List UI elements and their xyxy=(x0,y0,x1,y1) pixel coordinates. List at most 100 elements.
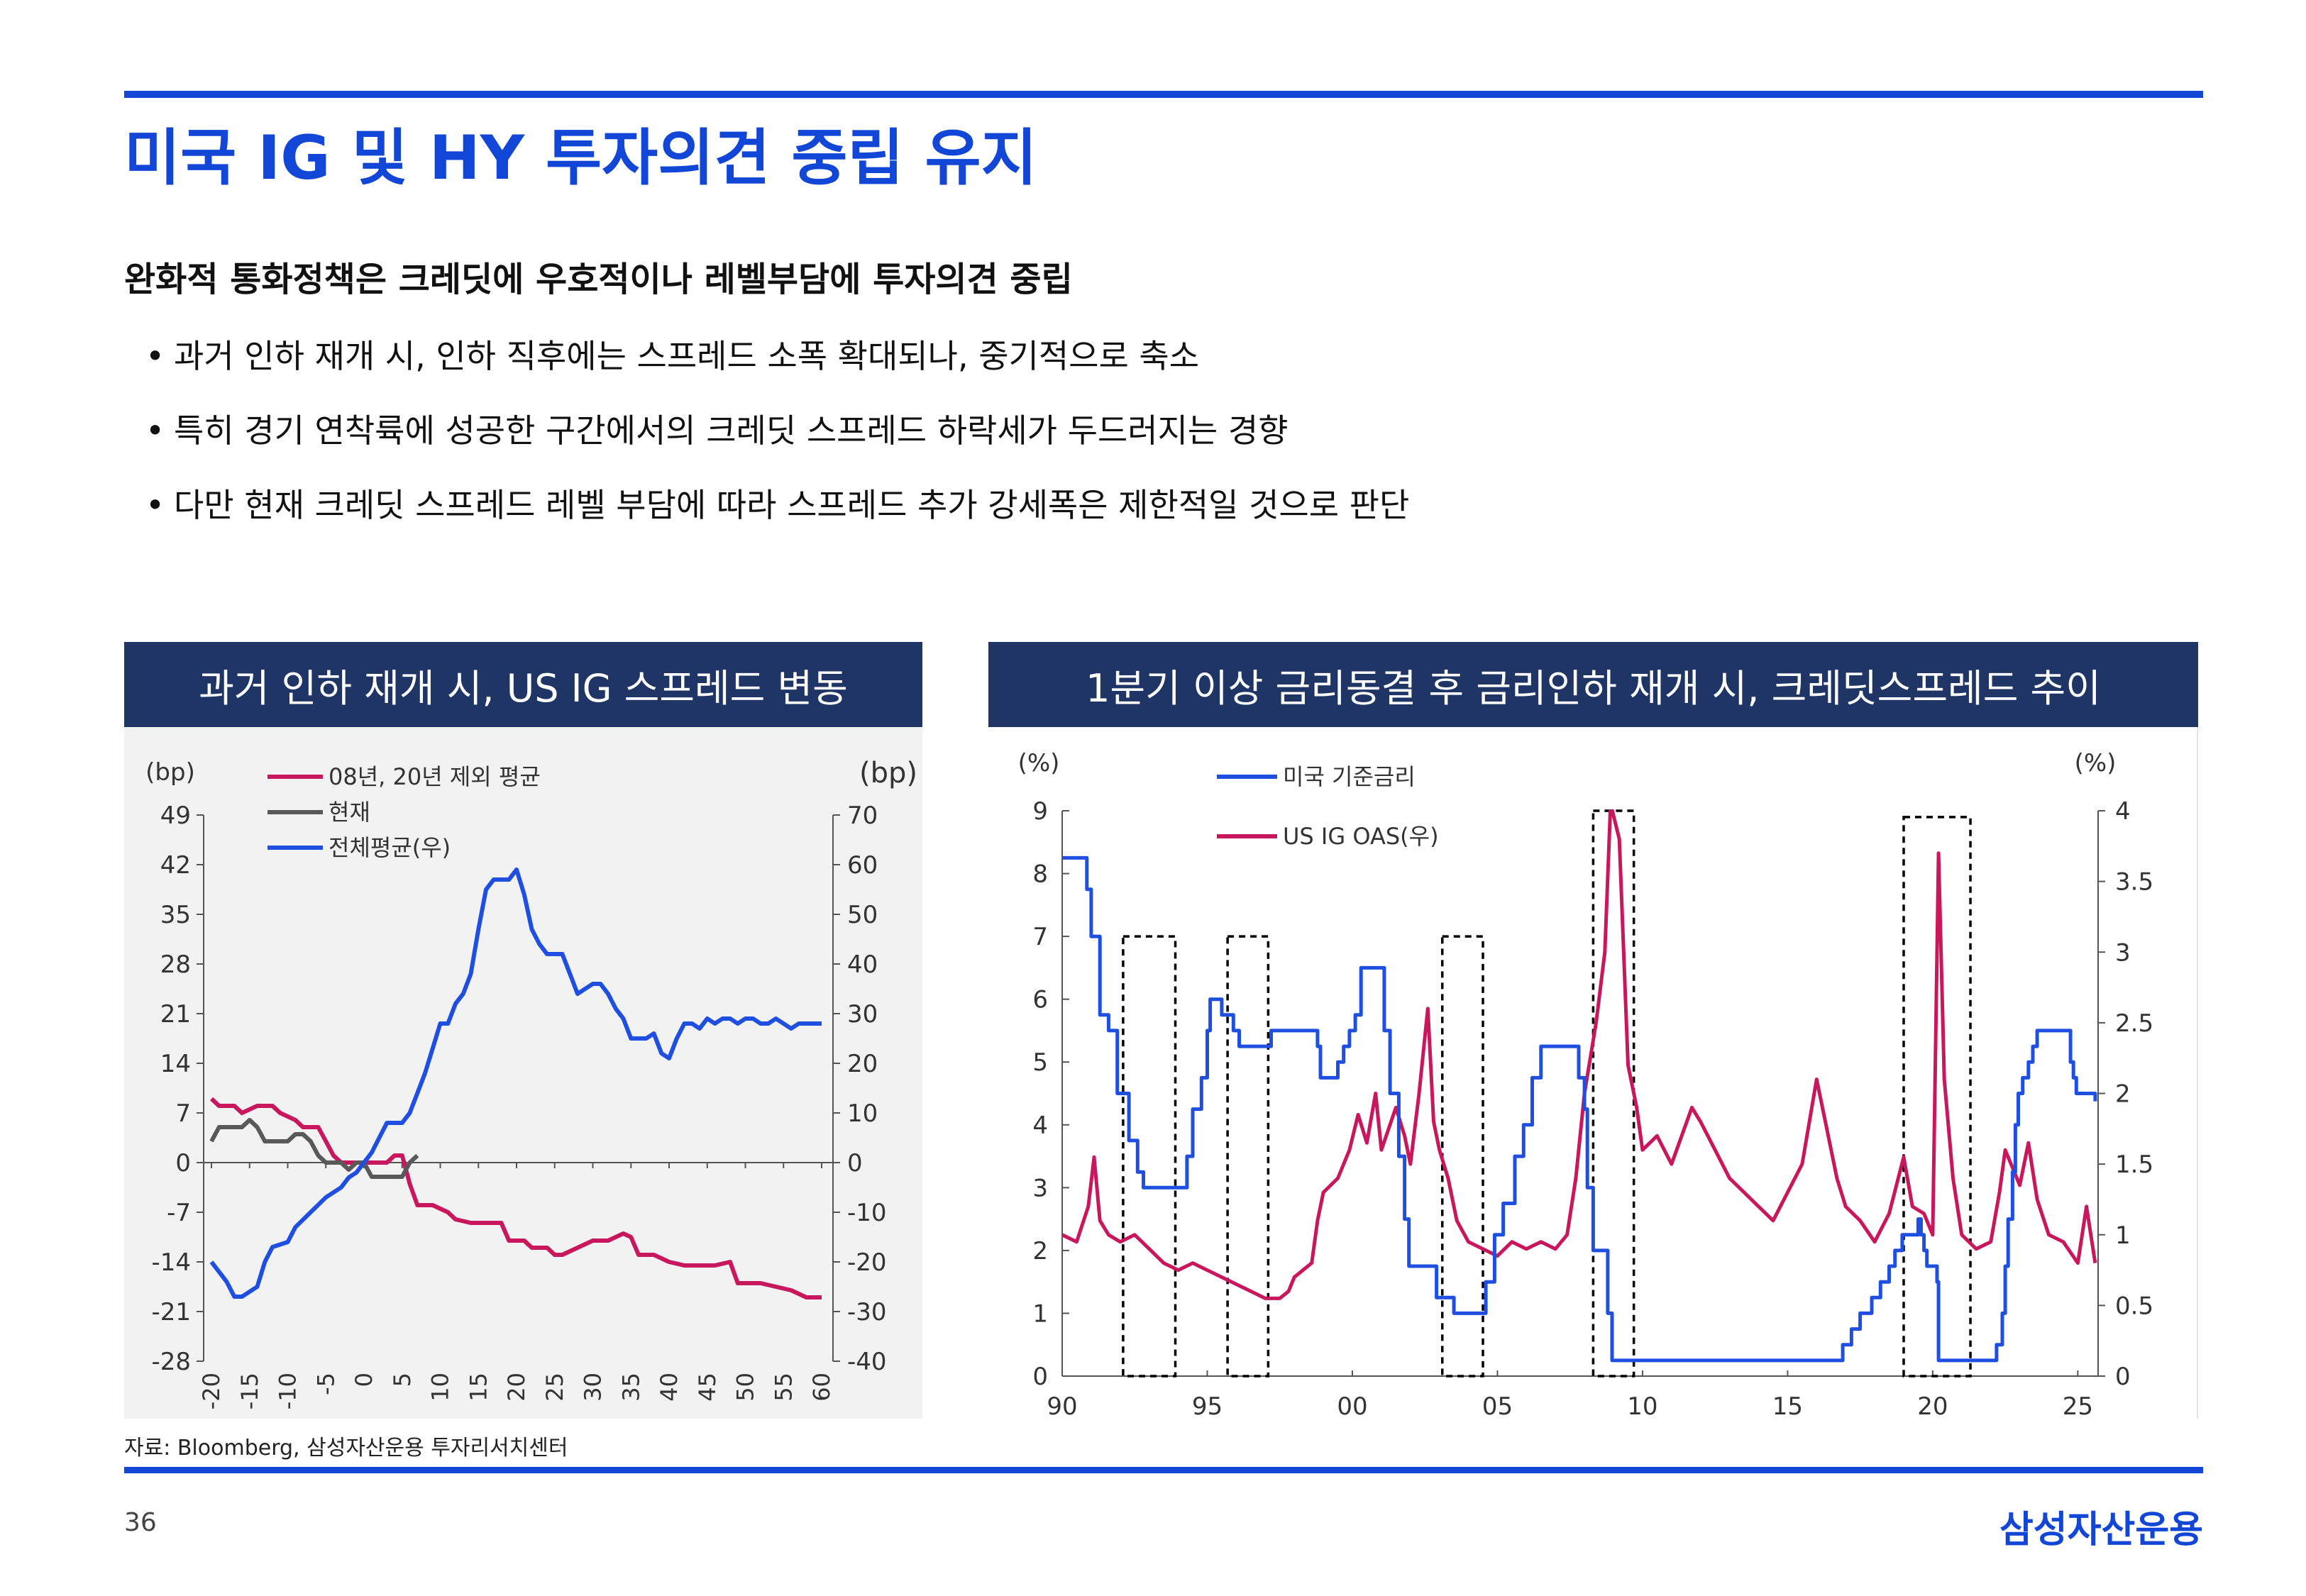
left-tick-label: 42 xyxy=(160,851,191,880)
left-chart-panel: 49 42 35 28 21 14 7 0 -7 -14 -21 -28 70 60 50 40 30 20 10 0… xyxy=(124,727,922,1419)
right-chart-title: 1분기 이상 금리동결 후 금리인하 재개 시, 크레딧스프레드 추이 xyxy=(988,642,2198,727)
right-tick-label: 3.5 xyxy=(2115,868,2153,897)
bullet-list: • 과거 인하 재개 시, 인하 직후에는 스프레드 소폭 확대되나, 중기적으로… xyxy=(145,333,1409,557)
x-tick-label: 95 xyxy=(1192,1392,1223,1419)
x-tick-label: 30 xyxy=(580,1373,607,1402)
highlight-box xyxy=(1902,816,1972,1378)
left-tick-label: -14 xyxy=(151,1248,191,1277)
x-tick-label: 0 xyxy=(351,1373,377,1387)
page-title: 미국 IG 및 HY 투자의견 중립 유지 xyxy=(124,123,1037,194)
bullet-symbol: • xyxy=(145,486,165,524)
right-axis-unit: (bp) xyxy=(859,757,917,789)
x-tick-label: 40 xyxy=(656,1373,683,1402)
left-tick-label: 0 xyxy=(175,1149,191,1177)
x-tick-label: 45 xyxy=(694,1373,721,1402)
left-tick-label: 1 xyxy=(1032,1299,1048,1328)
left-tick-label: 8 xyxy=(1032,860,1048,889)
right-tick-label: -10 xyxy=(847,1199,887,1227)
series-line xyxy=(1062,809,2097,1300)
highlight-box xyxy=(1122,935,1177,1378)
bullet-text: 다만 현재 크레딧 스프레드 레벨 부담에 따라 스프레드 추가 강세폭은 제한… xyxy=(174,486,1410,524)
left-tick-label: 2 xyxy=(1032,1237,1048,1265)
bullet-symbol: • xyxy=(145,337,165,375)
highlight-box xyxy=(1226,935,1270,1378)
x-tick-label: 55 xyxy=(770,1373,797,1402)
right-tick-label: 1.5 xyxy=(2115,1151,2153,1179)
x-tick-label: 35 xyxy=(617,1373,644,1402)
left-tick-label: 21 xyxy=(160,1000,191,1029)
series-line xyxy=(1062,855,2097,1363)
right-tick-label: 50 xyxy=(847,901,878,929)
x-tick-label: -20 xyxy=(198,1373,225,1409)
left-tick-label: -21 xyxy=(151,1298,191,1326)
left-tick-label: 5 xyxy=(1032,1048,1048,1077)
right-tick-label: 2.5 xyxy=(2115,1009,2153,1038)
right-tick-label: 10 xyxy=(847,1099,878,1128)
series-group xyxy=(1062,809,2097,1363)
left-tick-label: 7 xyxy=(1032,923,1048,951)
legend-label: 전체평균(우) xyxy=(329,834,451,861)
x-tick-label: 25 xyxy=(541,1373,568,1402)
top-rule xyxy=(124,91,2203,98)
x-tick-label: -15 xyxy=(236,1373,263,1409)
x-tick-label: 50 xyxy=(732,1373,759,1402)
left-tick-label: -7 xyxy=(167,1199,191,1227)
x-tick-label: 05 xyxy=(1482,1392,1513,1419)
legend-label: 현재 xyxy=(329,799,370,826)
x-tick-label: 5 xyxy=(389,1373,416,1387)
bullet-symbol: • xyxy=(145,411,165,450)
x-tick-label: 25 xyxy=(2063,1392,2093,1419)
left-tick-label: 9 xyxy=(1032,797,1048,826)
x-tick-label: 10 xyxy=(427,1373,454,1402)
source-note: 자료: Bloomberg, 삼성자산운용 투자리서치센터 xyxy=(124,1436,568,1461)
right-tick-label: 70 xyxy=(847,802,878,830)
bullet-item: • 특히 경기 연착륙에 성공한 구간에서의 크레딧 스프레드 하락세가 두드러지… xyxy=(145,408,1409,482)
right-tick-label: 1 xyxy=(2115,1221,2131,1250)
left-tick-label: 28 xyxy=(160,951,191,979)
page-number: 36 xyxy=(124,1508,157,1537)
left-tick-label: 0 xyxy=(1032,1363,1048,1391)
bullet-text: 과거 인하 재개 시, 인하 직후에는 스프레드 소폭 확대되나, 중기적으로 … xyxy=(174,337,1200,375)
left-tick-label: 7 xyxy=(175,1099,191,1128)
series-line xyxy=(209,1097,822,1299)
x-tick-label: 15 xyxy=(1772,1392,1803,1419)
highlight-box xyxy=(1440,935,1484,1378)
highlight-box xyxy=(1591,809,1635,1378)
right-tick-label: 2 xyxy=(2115,1080,2131,1109)
bullet-text: 특히 경기 연착륙에 성공한 구간에서의 크레딧 스프레드 하락세가 두드러지는… xyxy=(174,411,1289,450)
x-tick-label: -10 xyxy=(275,1373,302,1409)
left-axis-unit: (bp) xyxy=(145,758,195,787)
right-tick-label: -40 xyxy=(847,1348,887,1376)
bottom-rule xyxy=(124,1467,2203,1473)
bullet-item: • 다만 현재 크레딧 스프레드 레벨 부담에 따라 스프레드 추가 강세폭은 제… xyxy=(145,482,1409,557)
x-tick-label: 15 xyxy=(465,1373,492,1402)
right-tick-label: 30 xyxy=(847,1000,878,1029)
right-tick-label: 0 xyxy=(847,1149,863,1177)
x-tick-label: 20 xyxy=(503,1373,530,1402)
left-tick-label: 3 xyxy=(1032,1174,1048,1202)
x-tick-label: 90 xyxy=(1047,1392,1077,1419)
left-chart-title: 과거 인하 재개 시, US IG 스프레드 변동 xyxy=(124,642,922,727)
left-tick-label: -28 xyxy=(151,1348,191,1376)
x-tick-label: 10 xyxy=(1627,1392,1657,1419)
right-tick-label: -30 xyxy=(847,1298,887,1326)
right-tick-label: 60 xyxy=(847,851,878,880)
x-tick-label: 00 xyxy=(1337,1392,1367,1419)
ig-spread-change-chart: 49423528211470-7-14-21-28706050403020100… xyxy=(145,757,917,1409)
right-tick-label: 40 xyxy=(847,951,878,979)
x-tick-label: 20 xyxy=(1917,1392,1948,1419)
left-tick-label: 14 xyxy=(160,1050,191,1078)
legend-label: US IG OAS(우) xyxy=(1283,823,1439,850)
right-tick-label: -20 xyxy=(847,1248,887,1277)
left-tick-label: 6 xyxy=(1032,986,1048,1014)
right-chart-panel: 9 8 7 6 5 4 3 2 1 0 4 3.5 3 2.5 2 1.5 1 0.5 0 90 95 00 05 10 15 2… xyxy=(988,727,2198,1419)
right-tick-label: 0 xyxy=(2115,1363,2131,1391)
right-tick-label: 4 xyxy=(2115,797,2131,826)
series-line xyxy=(209,1118,419,1179)
left-axis-unit: (%) xyxy=(1018,749,1060,777)
x-tick-label: 60 xyxy=(808,1373,835,1402)
right-tick-label: 3 xyxy=(2115,938,2131,967)
page-subtitle: 완화적 통화정책은 크레딧에 우호적이나 레벨부담에 투자의견 중립 xyxy=(124,260,1073,299)
legend-label: 미국 기준금리 xyxy=(1283,763,1416,790)
